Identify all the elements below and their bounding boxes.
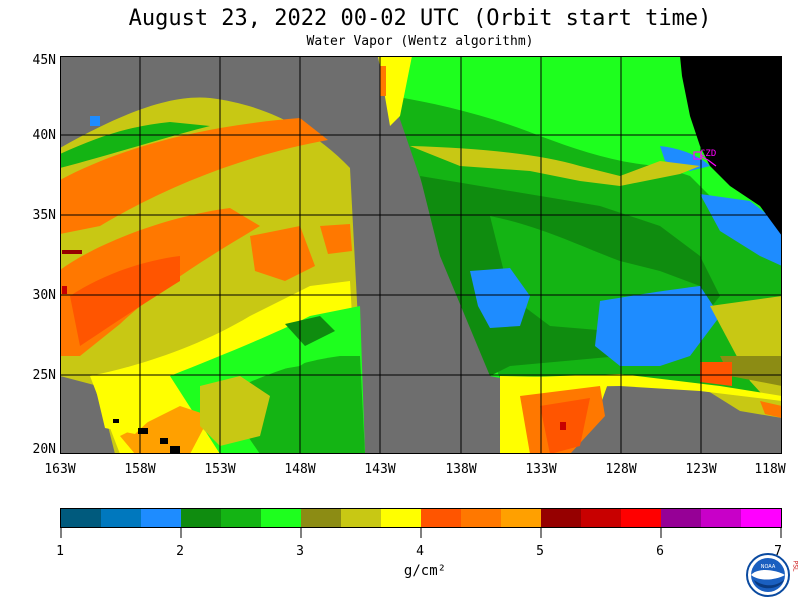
colorbar-tick-label: 4 bbox=[416, 544, 424, 559]
logo-text: NOAA bbox=[761, 564, 776, 570]
colorbar-tick-label: 7 bbox=[774, 544, 782, 559]
station-marker bbox=[693, 151, 717, 167]
lat-label: 45N bbox=[32, 53, 56, 68]
colorbar-swatch bbox=[141, 509, 181, 527]
colorbar bbox=[60, 508, 782, 538]
hawaii-islands bbox=[113, 419, 180, 454]
colorbar-swatch bbox=[101, 509, 141, 527]
lon-label: 153W bbox=[204, 462, 236, 477]
colorbar-swatch bbox=[461, 509, 501, 527]
lon-label: 143W bbox=[364, 462, 396, 477]
right-swath bbox=[378, 56, 782, 454]
lat-label: 35N bbox=[32, 208, 56, 223]
colorbar-swatch bbox=[541, 509, 581, 527]
colorbar-swatch bbox=[61, 509, 101, 527]
colorbar-swatch bbox=[741, 509, 781, 527]
lon-label: 138W bbox=[445, 462, 477, 477]
colorbar-swatch bbox=[221, 509, 261, 527]
logo-side-text: PSL bbox=[792, 561, 799, 572]
colorbar-swatch bbox=[661, 509, 701, 527]
lat-label: 40N bbox=[32, 128, 56, 143]
colorbar-swatch bbox=[261, 509, 301, 527]
colorbar-swatch bbox=[581, 509, 621, 527]
lon-label: 133W bbox=[525, 462, 557, 477]
colorbar-tick-label: 2 bbox=[176, 544, 184, 559]
colorbar-swatch bbox=[501, 509, 541, 527]
chart-subtitle: Water Vapor (Wentz algorithm) bbox=[306, 34, 534, 49]
colorbar-swatch bbox=[421, 509, 461, 527]
chart-title: August 23, 2022 00-02 UTC (Orbit start t… bbox=[128, 6, 712, 31]
land-mass bbox=[680, 56, 782, 236]
colorbar-swatch bbox=[181, 509, 221, 527]
lon-label: 163W bbox=[44, 462, 76, 477]
left-swath bbox=[60, 97, 365, 454]
colorbar-swatch bbox=[701, 509, 741, 527]
lon-label: 148W bbox=[284, 462, 316, 477]
lon-label: 118W bbox=[754, 462, 786, 477]
lat-label: 25N bbox=[32, 368, 56, 383]
station-label: CZD bbox=[700, 149, 716, 159]
colorbar-swatch bbox=[381, 509, 421, 527]
lon-label: 128W bbox=[605, 462, 637, 477]
units-label: g/cm² bbox=[403, 563, 447, 579]
lat-label: 20N bbox=[32, 442, 56, 457]
colorbar-tick-label: 5 bbox=[536, 544, 544, 559]
colorbar-tick-label: 1 bbox=[56, 544, 64, 559]
water-vapor-map: CZD bbox=[60, 56, 782, 454]
colorbar-swatch bbox=[301, 509, 341, 527]
colorbar-swatch bbox=[621, 509, 661, 527]
colorbar-border bbox=[60, 508, 782, 528]
colorbar-tick-label: 6 bbox=[656, 544, 664, 559]
lon-label: 158W bbox=[124, 462, 156, 477]
lat-label: 30N bbox=[32, 288, 56, 303]
map-border bbox=[60, 56, 782, 454]
colorbar-swatch bbox=[341, 509, 381, 527]
noaa-logo: NOAA PSL bbox=[746, 553, 799, 597]
grid-lines bbox=[60, 56, 782, 454]
colorbar-tick-label: 3 bbox=[296, 544, 304, 559]
lon-label: 123W bbox=[685, 462, 717, 477]
